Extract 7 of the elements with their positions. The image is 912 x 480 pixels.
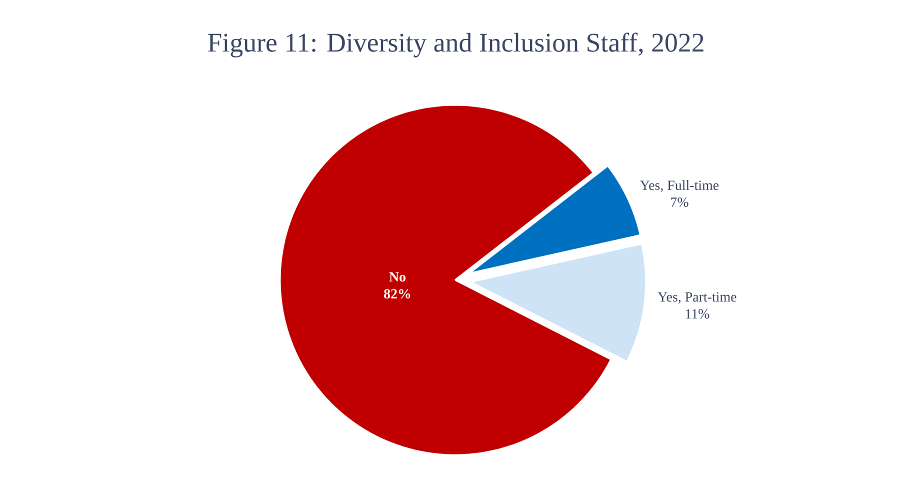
data-label: 82%	[384, 289, 410, 299]
slice-label: Yes, Part-time	[658, 292, 736, 304]
slice-label: Yes, Full-time	[640, 180, 719, 192]
data-label: 7%	[671, 198, 688, 207]
chart-title: Figure 11: Diversity and Inclusion Staff, 2022	[208, 32, 704, 58]
slice-label: No	[389, 272, 406, 282]
data-label: 11%	[686, 309, 710, 319]
